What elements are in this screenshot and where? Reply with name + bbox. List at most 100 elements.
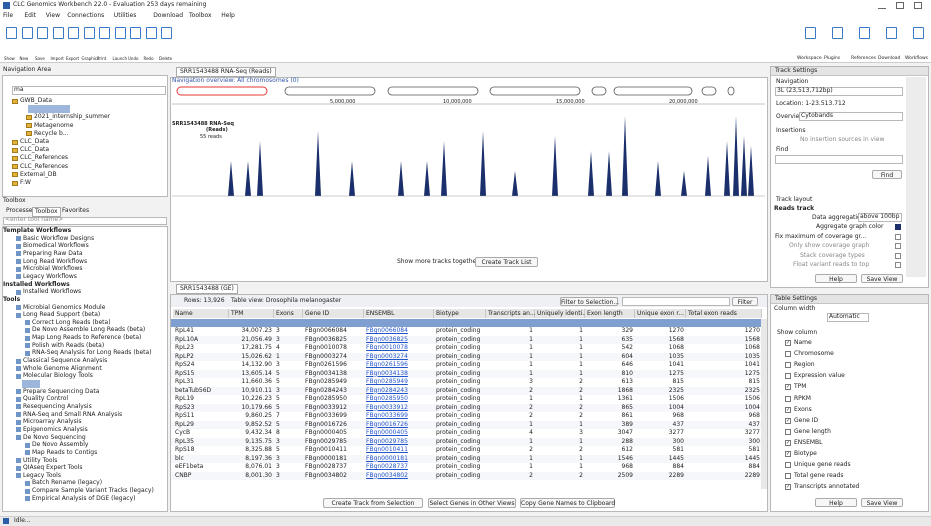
option-label[interactable]: Only show coverage graph <box>789 242 870 249</box>
tool-item[interactable]: Long Read Workflows <box>23 257 88 265</box>
tool-item[interactable]: Legacy Tools <box>23 471 61 479</box>
table-cell[interactable]: FBgn0010411 <box>366 446 408 453</box>
menu-item[interactable]: Edit <box>24 12 37 19</box>
help-button[interactable]: Help <box>815 274 857 283</box>
menu-item[interactable]: Toolbox <box>189 12 212 19</box>
column-header[interactable]: TPM <box>231 309 244 317</box>
table-cell[interactable]: FBgn0028737 <box>366 463 408 470</box>
toolbar-label[interactable]: Delete <box>159 56 173 61</box>
tool-item[interactable]: Resequencing Analysis <box>23 402 92 410</box>
checkbox[interactable] <box>785 462 791 469</box>
save-view-button[interactable]: Save View <box>861 498 903 507</box>
column-header[interactable]: Transcripts an... <box>488 309 536 317</box>
tool-item[interactable]: Map Long Reads to Reference (beta) <box>32 334 142 342</box>
toolbar-label[interactable]: Export <box>66 56 80 61</box>
column-option[interactable]: Name <box>794 339 812 346</box>
checkbox[interactable] <box>785 428 791 435</box>
table-button[interactable]: Copy Gene Names to Clipboard <box>520 498 616 508</box>
table-cell[interactable]: FBgn0033912 <box>366 403 408 411</box>
filter-selection[interactable]: Filter to Selection... <box>560 297 620 306</box>
tree-item[interactable]: CLC_References <box>20 162 69 170</box>
find-button[interactable]: Find <box>872 170 902 179</box>
tool-item[interactable]: Prepare Sequencing Data <box>23 387 100 395</box>
tool-item[interactable]: Compare Sample Variant Tracks (legacy) <box>32 487 154 495</box>
toolbar-label[interactable]: Plugins <box>824 56 841 61</box>
column-option[interactable]: Region <box>794 361 815 369</box>
column-header[interactable]: Unique exon r... <box>637 309 685 317</box>
tree-item[interactable]: CLC_Data <box>20 146 50 154</box>
aggregation-value[interactable]: above 100bp <box>860 213 900 220</box>
column-width-value[interactable]: Automatic <box>829 313 860 320</box>
toolbar-label[interactable]: Workspace <box>797 56 822 61</box>
search-text[interactable]: <enter tool name> <box>5 216 64 223</box>
toolbar-label[interactable]: Save <box>35 56 45 61</box>
checkbox[interactable]: ✓ <box>785 340 791 346</box>
table-cell[interactable]: FBgn0066084 <box>366 327 408 334</box>
toolbar-label[interactable]: Print <box>97 56 107 61</box>
table-button[interactable]: Create Track from Selection <box>323 498 423 508</box>
tool-item[interactable]: De Novo Assembly <box>32 441 89 449</box>
tool-item[interactable]: Utility Tools <box>23 456 58 464</box>
tree-item[interactable]: Recycle b... <box>34 129 69 137</box>
tool-item[interactable]: Molecular Biology Tools <box>23 372 93 380</box>
column-header[interactable]: Exons <box>276 309 294 317</box>
option-label[interactable]: Fix maximum of coverage gr... <box>775 232 867 240</box>
menu-item[interactable]: File <box>3 12 14 19</box>
view-tab[interactable]: SRR1543488 RNA-Seq (Reads) <box>176 67 276 77</box>
tool-item[interactable]: Quality Control <box>23 395 69 403</box>
tool-item[interactable]: Map Reads to Contigs <box>32 448 98 456</box>
toolbar-label[interactable]: Undo <box>128 56 139 61</box>
location[interactable]: Location: 1-23.513.712 <box>776 100 846 107</box>
column-option[interactable]: Total gene reads <box>794 472 844 480</box>
column-option[interactable]: Biotype <box>794 450 817 457</box>
tool-item[interactable]: Empirical Analysis of DGE (legacy) <box>32 494 136 502</box>
option-label[interactable]: Aggregate graph color <box>816 223 884 230</box>
tree-item[interactable]: 2021_internship_summer <box>34 113 111 121</box>
column-option[interactable]: TPM <box>794 383 807 391</box>
table-cell[interactable]: FBgn0016726 <box>366 420 408 428</box>
tool-item[interactable]: Microarray Analysis <box>23 418 82 426</box>
table-cell[interactable]: FBgn0284243 <box>366 386 408 394</box>
column-header[interactable]: Total exon reads <box>688 309 737 317</box>
tool-item[interactable]: De Novo Sequencing <box>23 433 86 441</box>
table-cell[interactable]: FBgn0034802 <box>366 471 408 479</box>
table-cell[interactable]: FBgn0029785 <box>366 437 408 445</box>
toolbar-label[interactable]: Launch <box>112 56 127 61</box>
checkbox[interactable]: ✓ <box>785 451 791 457</box>
table-cell[interactable]: FBgn0000405 <box>366 429 408 436</box>
tree-item[interactable]: CLC_References <box>20 154 69 162</box>
toolbar-label[interactable]: Show <box>4 56 15 61</box>
table-cell[interactable]: FBgn0036825 <box>366 335 408 343</box>
tab[interactable]: Toolbox <box>32 207 61 217</box>
table-cell[interactable]: FBgn0000181 <box>366 454 408 462</box>
column-header[interactable]: Uniquely identi... <box>537 309 588 317</box>
toolbar-label[interactable]: Download <box>878 56 901 61</box>
table-cell[interactable]: FBgn0010078 <box>366 344 408 351</box>
checkbox[interactable] <box>785 351 791 358</box>
tool-item[interactable]: Microbial Genomics Module <box>23 303 106 311</box>
search-text[interactable]: ma <box>14 86 24 93</box>
column-option[interactable]: Unique gene reads <box>794 461 851 469</box>
tree-item[interactable]: CLC_Data <box>20 138 50 145</box>
overview-value[interactable]: Cytobands <box>801 112 833 119</box>
tool-item[interactable]: Installed Workflows <box>23 288 82 296</box>
toolbar-label[interactable]: References <box>851 56 877 61</box>
option-label[interactable]: Stack coverage types <box>800 251 865 259</box>
table-cell[interactable]: FBgn0285950 <box>366 395 408 402</box>
checkbox[interactable]: ✓ <box>785 406 791 413</box>
toolbar-label[interactable]: Workflows <box>905 56 929 61</box>
tool-item[interactable]: Polish with Reads (beta) <box>32 341 105 349</box>
filter-button[interactable]: Filter <box>732 297 758 306</box>
checkbox[interactable]: ✓ <box>785 384 791 391</box>
chromosome[interactable]: 3L (23,513,712bp) <box>777 87 833 94</box>
checkbox[interactable] <box>785 395 791 402</box>
tool-item[interactable]: De Novo Assemble Long Reads (beta) <box>32 326 146 334</box>
checkbox[interactable] <box>785 373 791 380</box>
tool-item[interactable]: Legacy Workflows <box>23 272 77 280</box>
tool-item[interactable]: Tools <box>3 295 21 303</box>
toolbar-label[interactable]: New <box>19 56 29 61</box>
save-view-button[interactable]: Save View <box>861 274 903 283</box>
column-header[interactable]: Exon length <box>587 309 623 317</box>
column-option[interactable]: Chromosome <box>794 350 834 358</box>
tool-item[interactable]: Long Read Support (beta) <box>23 311 101 319</box>
